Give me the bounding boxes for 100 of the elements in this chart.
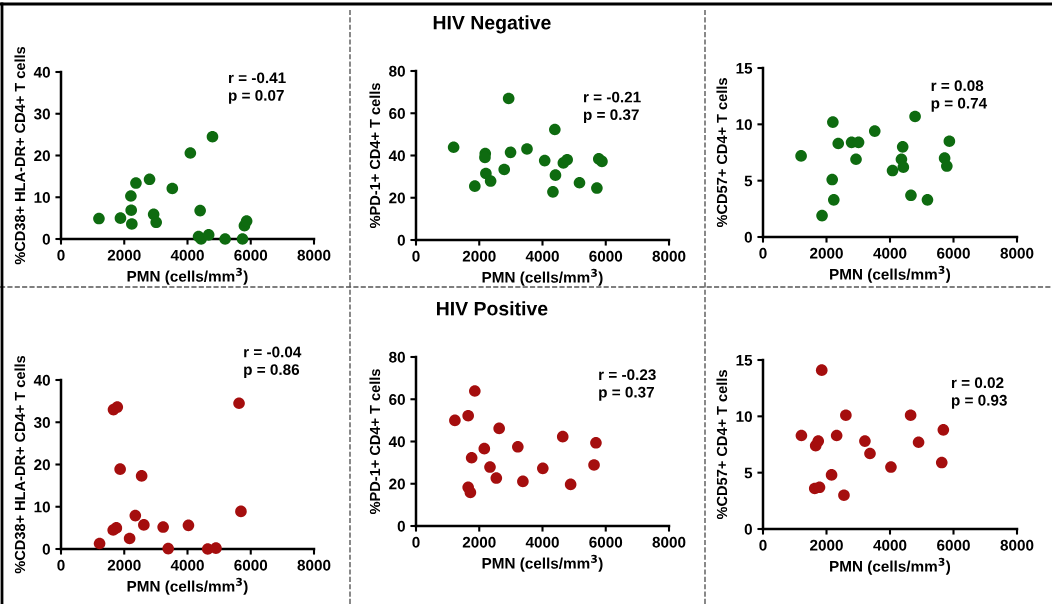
point [591, 182, 603, 194]
point [125, 204, 138, 216]
point [941, 160, 953, 172]
annotation: r = 0.08 p = 0.74 [931, 80, 988, 112]
x-tick-label: 6000 [589, 250, 623, 262]
point [465, 451, 478, 464]
point [469, 385, 481, 397]
point [484, 461, 496, 473]
point [206, 130, 219, 143]
text: r = -0.04 p = 0.86 [244, 346, 302, 379]
point [166, 182, 179, 195]
point [904, 409, 917, 422]
point [921, 194, 934, 206]
point [827, 194, 840, 206]
x-tick-label: 0 [412, 250, 420, 262]
y-tick-label: 40 [33, 374, 50, 386]
y-tick-label: 5 [744, 175, 753, 187]
y-tick-label: 20 [389, 478, 405, 490]
y-tick-label: 0 [744, 523, 752, 535]
point [886, 164, 899, 177]
point [111, 401, 124, 413]
point [219, 233, 231, 245]
x-tick-label: 2000 [810, 539, 843, 551]
point [143, 173, 156, 186]
y-axis-title: %PD-1+ CD4+ T cells [369, 83, 381, 229]
point [840, 409, 852, 422]
y-axis-title: %CD57+ CD4+ T cells [716, 78, 728, 228]
point [905, 189, 917, 202]
y-tick-label: 60 [389, 108, 405, 119]
point [512, 440, 524, 453]
x-tick-label: 0 [412, 536, 420, 548]
point [130, 177, 142, 189]
y-tick-label: 0 [397, 520, 405, 532]
point [233, 397, 245, 410]
point [210, 542, 222, 554]
point [549, 123, 561, 136]
y-tick-label: 5 [744, 467, 753, 479]
point [150, 216, 162, 229]
x-axis-title: PMN (cells/mm$^{3}$) [482, 554, 603, 572]
x-tick-label: 4000 [170, 559, 204, 571]
point [521, 143, 533, 155]
x-tick-label: 8000 [652, 536, 686, 548]
point [469, 180, 481, 192]
x-tick-label: 4000 [525, 536, 559, 548]
point [114, 463, 126, 475]
y-tick-label: 15 [736, 355, 753, 366]
y-axis-title: %CD38+ HLA-DR+ CD4+ T cells [14, 355, 26, 574]
point [504, 146, 517, 159]
x-tick-label: 2000 [462, 536, 496, 548]
point [162, 542, 175, 555]
y-tick-label: 30 [33, 417, 50, 428]
y-tick-label: 40 [388, 436, 405, 448]
point [135, 470, 148, 482]
x-tick-label: 6000 [234, 249, 268, 261]
point [157, 521, 169, 533]
point [859, 435, 871, 447]
point [194, 204, 206, 217]
y-tick-label: 0 [397, 234, 405, 246]
x-tick-label: 4000 [170, 249, 204, 261]
point [935, 456, 948, 469]
x-axis-title: PMN (cells/mm$^{3}$) [482, 268, 603, 286]
y-tick-label: 10 [34, 192, 50, 203]
point [493, 422, 505, 435]
annotation: r = 0.02 p = 0.93 [951, 377, 1007, 409]
x-tick-label: 6000 [937, 539, 970, 551]
x-axis-title: PMN (cells/mm$^{3}$) [830, 557, 951, 575]
point [590, 436, 602, 449]
point [838, 489, 850, 502]
y-tick-label: 0 [744, 231, 752, 243]
point [182, 519, 195, 532]
x-tick-label: 0 [759, 247, 767, 259]
point [909, 110, 921, 123]
point [110, 522, 123, 534]
x-tick-label: 2000 [462, 250, 496, 262]
y-tick-label: 20 [34, 150, 50, 162]
annotation: r = -0.41 p = 0.07 [228, 72, 286, 104]
point [538, 154, 551, 167]
point [484, 175, 497, 187]
point [561, 153, 573, 166]
point [812, 435, 825, 447]
point [937, 424, 950, 436]
y-tick-label: 30 [33, 108, 50, 120]
chart-title: HIV Negative [433, 15, 551, 34]
point [868, 125, 881, 137]
y-tick-label: 10 [736, 411, 752, 423]
y-tick-label: 80 [389, 65, 405, 77]
x-tick-label: 2000 [107, 249, 141, 261]
point [123, 532, 136, 545]
point [556, 430, 569, 443]
y-tick-label: 10 [34, 501, 50, 513]
point [547, 186, 559, 198]
x-tick-label: 6000 [589, 536, 623, 548]
y-tick-label: 20 [34, 459, 50, 471]
point [138, 519, 150, 531]
point [478, 442, 491, 455]
point [498, 163, 511, 176]
point [129, 509, 142, 522]
point [502, 92, 515, 105]
point [850, 153, 862, 166]
x-tick-label: 4000 [873, 539, 907, 551]
